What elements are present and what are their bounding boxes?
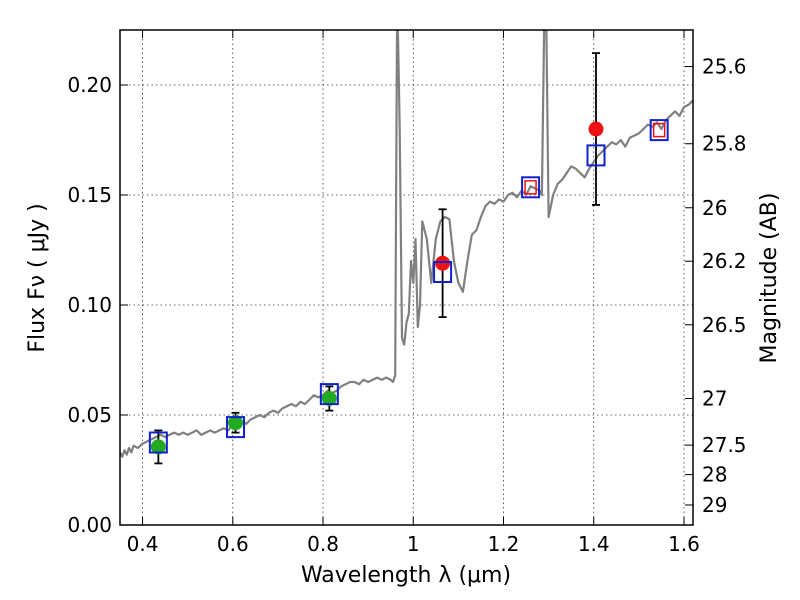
model-photometry-square — [433, 261, 453, 283]
y-tick-label: 0.05 — [67, 403, 112, 427]
x-tick-label: 1.4 — [578, 532, 610, 556]
y-tick-label: 0.00 — [67, 513, 112, 537]
x-axis-label: Wavelength λ (μm) — [301, 563, 511, 588]
grid-lines — [120, 30, 693, 525]
x-tick-label: 1 — [407, 532, 420, 556]
y-axis-label: Flux Fν ( μJy ) — [25, 203, 50, 352]
y2-tick-label: 26 — [702, 196, 727, 220]
upper-limit-square — [524, 180, 537, 195]
y2-axis-label: Magnitude (AB) — [757, 193, 782, 364]
y2-tick-label: 29 — [702, 493, 727, 517]
y-tick-label: 0.10 — [67, 293, 112, 317]
model-photometry-square — [586, 144, 606, 167]
upper-limit-square — [652, 122, 666, 138]
y2-tick-label: 27 — [702, 387, 727, 411]
x-tick-label: 1.2 — [488, 532, 520, 556]
y2-tick-label: 25.6 — [702, 55, 747, 79]
y-tick-label: 0.20 — [67, 73, 112, 97]
y2-tick-label: 25.8 — [702, 132, 747, 156]
plot-frame — [119, 29, 694, 526]
x-tick-label: 0.6 — [217, 532, 249, 556]
y2-tick-label: 26.2 — [702, 249, 747, 273]
y2-tick-label: 26.5 — [702, 313, 747, 337]
y2-tick-label: 28 — [702, 463, 727, 487]
model-photometry-square — [521, 176, 541, 199]
x-tick-label: 0.4 — [127, 532, 159, 556]
model-photometry-square — [649, 119, 669, 142]
model-spectrum-line — [120, 30, 693, 458]
data-point — [588, 121, 604, 137]
data-point — [435, 255, 451, 271]
x-tick-label: 1.6 — [668, 532, 700, 556]
data-point — [228, 415, 244, 431]
model-photometry-square — [319, 383, 339, 406]
model-photometry-square — [148, 431, 168, 454]
y2-tick-label: 27.5 — [702, 433, 747, 457]
data-point — [150, 439, 166, 455]
tick-group: 0.4 0.6 0.8 1 1.2 1.4 1.6 0.00 0.05 0.10 0.15 0.20 2… — [67, 30, 747, 556]
x-tick-label: 0.8 — [307, 532, 339, 556]
plot-area — [120, 30, 693, 465]
y-tick-label: 0.15 — [67, 183, 112, 207]
data-point — [321, 391, 337, 406]
model-photometry-square — [226, 416, 246, 439]
